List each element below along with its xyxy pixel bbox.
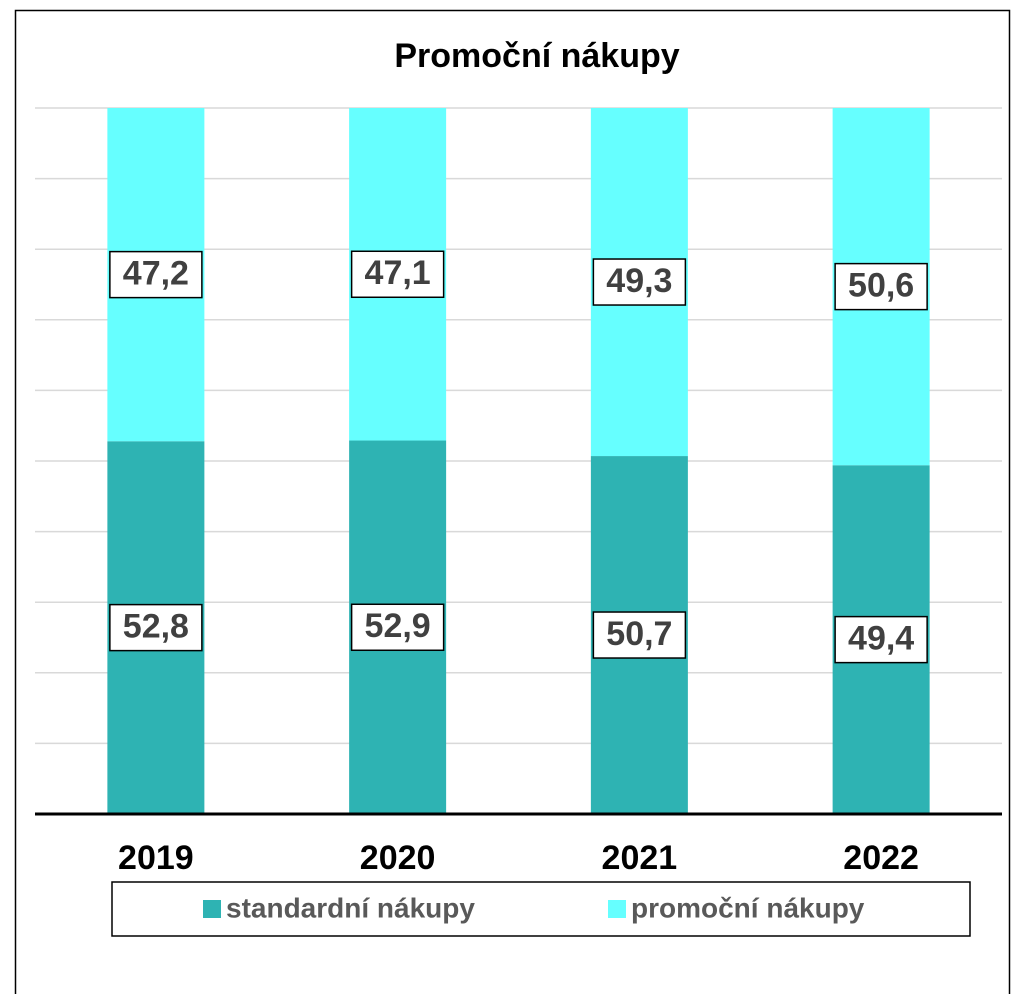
data-label: 49,4 — [848, 620, 914, 658]
data-label: 49,3 — [606, 262, 672, 300]
x-tick-label: 2022 — [843, 839, 919, 877]
data-label: 47,1 — [365, 254, 431, 292]
legend-label: promoční nákupy — [631, 892, 865, 923]
data-label-box — [350, 603, 445, 652]
data-label-box — [592, 611, 687, 659]
data-label-box — [834, 262, 928, 311]
x-tick-label: 2019 — [118, 839, 194, 877]
data-label: 50,6 — [848, 267, 914, 305]
data-label: 50,7 — [606, 615, 672, 653]
data-label-box — [350, 250, 445, 299]
legend-marker — [203, 900, 221, 918]
x-tick-label: 2021 — [602, 839, 678, 877]
legend — [111, 881, 971, 937]
data-label-box — [109, 603, 203, 652]
data-label: 52,8 — [123, 608, 189, 646]
chart-title: Promoční nákupy — [394, 37, 679, 75]
data-label: 52,9 — [365, 607, 431, 645]
data-label-box — [592, 258, 687, 306]
legend-marker — [608, 900, 626, 918]
data-label: 47,2 — [123, 255, 189, 293]
x-tick-label: 2020 — [360, 839, 436, 877]
legend-label: standardní nákupy — [226, 892, 475, 923]
data-label-box — [109, 250, 203, 299]
data-label-box — [834, 615, 928, 664]
